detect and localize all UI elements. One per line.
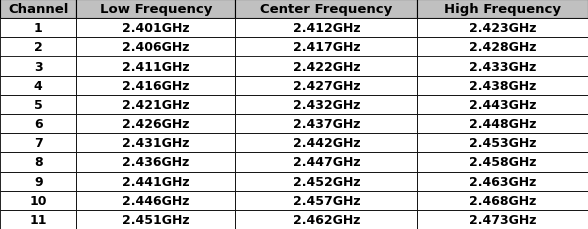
Text: 6: 6 [34, 117, 42, 131]
Text: 2.427GHz: 2.427GHz [292, 79, 360, 92]
Bar [417, 134, 588, 153]
Text: 2.452GHz: 2.452GHz [292, 175, 360, 188]
Bar [0, 134, 76, 153]
Bar [76, 38, 235, 57]
Text: 2.443GHz: 2.443GHz [469, 98, 536, 112]
Text: 2.436GHz: 2.436GHz [122, 156, 189, 169]
Text: 2.428GHz: 2.428GHz [469, 41, 536, 54]
Text: 2.421GHz: 2.421GHz [122, 98, 190, 112]
Bar [0, 153, 76, 172]
Text: 2.412GHz: 2.412GHz [292, 22, 360, 35]
Bar [235, 114, 417, 134]
Bar [76, 191, 235, 210]
Bar [417, 0, 588, 19]
Text: 2.438GHz: 2.438GHz [469, 79, 536, 92]
Text: 2.422GHz: 2.422GHz [292, 60, 360, 73]
Bar [0, 191, 76, 210]
Bar [0, 19, 76, 38]
Bar [235, 57, 417, 76]
Text: 2.457GHz: 2.457GHz [292, 194, 360, 207]
Bar [76, 57, 235, 76]
Text: 2.462GHz: 2.462GHz [293, 213, 360, 226]
Text: 2.447GHz: 2.447GHz [292, 156, 360, 169]
Bar [235, 134, 417, 153]
Bar [235, 19, 417, 38]
Text: 2.417GHz: 2.417GHz [292, 41, 360, 54]
Text: 3: 3 [34, 60, 42, 73]
Text: 2.458GHz: 2.458GHz [469, 156, 536, 169]
Text: 2.411GHz: 2.411GHz [122, 60, 190, 73]
Bar [76, 95, 235, 114]
Text: 2.406GHz: 2.406GHz [122, 41, 189, 54]
Bar [417, 114, 588, 134]
Text: 11: 11 [29, 213, 47, 226]
Text: Low Frequency: Low Frequency [99, 3, 212, 16]
Text: 8: 8 [34, 156, 42, 169]
Text: Center Frequency: Center Frequency [260, 3, 392, 16]
Bar [76, 19, 235, 38]
Bar [0, 0, 76, 19]
Bar [0, 38, 76, 57]
Text: 2: 2 [34, 41, 42, 54]
Bar [235, 191, 417, 210]
Bar [417, 191, 588, 210]
Text: 2.416GHz: 2.416GHz [122, 79, 189, 92]
Text: 2.442GHz: 2.442GHz [292, 137, 360, 150]
Bar [235, 210, 417, 229]
Text: 2.453GHz: 2.453GHz [469, 137, 536, 150]
Bar [76, 134, 235, 153]
Bar [417, 38, 588, 57]
Text: 2.451GHz: 2.451GHz [122, 213, 190, 226]
Bar [0, 57, 76, 76]
Bar [235, 76, 417, 95]
Text: 2.437GHz: 2.437GHz [293, 117, 360, 131]
Bar [417, 210, 588, 229]
Bar [417, 95, 588, 114]
Text: 2.423GHz: 2.423GHz [469, 22, 536, 35]
Bar [76, 76, 235, 95]
Text: 2.473GHz: 2.473GHz [469, 213, 536, 226]
Text: 10: 10 [29, 194, 47, 207]
Bar [76, 210, 235, 229]
Bar [76, 0, 235, 19]
Text: 2.432GHz: 2.432GHz [293, 98, 360, 112]
Text: 2.448GHz: 2.448GHz [469, 117, 536, 131]
Bar [417, 76, 588, 95]
Text: Channel: Channel [8, 3, 68, 16]
Bar [0, 210, 76, 229]
Text: 2.426GHz: 2.426GHz [122, 117, 189, 131]
Text: 7: 7 [34, 137, 42, 150]
Text: 9: 9 [34, 175, 42, 188]
Bar [417, 19, 588, 38]
Text: 2.468GHz: 2.468GHz [469, 194, 536, 207]
Text: 2.431GHz: 2.431GHz [122, 137, 189, 150]
Text: High Frequency: High Frequency [445, 3, 561, 16]
Bar [417, 172, 588, 191]
Bar [0, 172, 76, 191]
Text: 5: 5 [34, 98, 42, 112]
Bar [417, 153, 588, 172]
Bar [76, 153, 235, 172]
Bar [417, 57, 588, 76]
Text: 2.401GHz: 2.401GHz [122, 22, 190, 35]
Text: 2.446GHz: 2.446GHz [122, 194, 189, 207]
Bar [235, 172, 417, 191]
Text: 2.441GHz: 2.441GHz [122, 175, 190, 188]
Bar [235, 95, 417, 114]
Bar [76, 114, 235, 134]
Bar [0, 95, 76, 114]
Bar [235, 0, 417, 19]
Text: 2.433GHz: 2.433GHz [469, 60, 536, 73]
Bar [76, 172, 235, 191]
Bar [0, 76, 76, 95]
Text: 2.463GHz: 2.463GHz [469, 175, 536, 188]
Bar [0, 114, 76, 134]
Text: 4: 4 [34, 79, 42, 92]
Bar [235, 38, 417, 57]
Bar [235, 153, 417, 172]
Text: 1: 1 [34, 22, 42, 35]
